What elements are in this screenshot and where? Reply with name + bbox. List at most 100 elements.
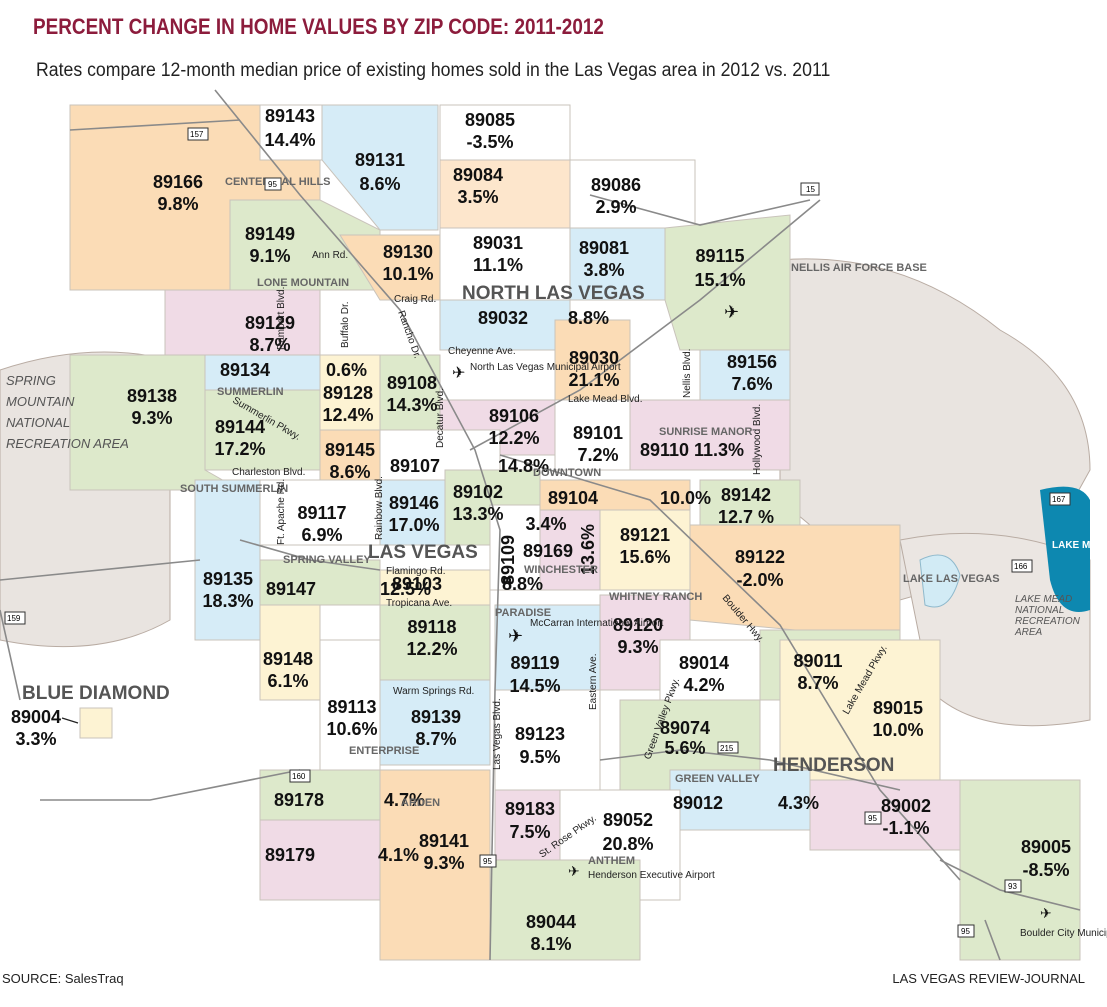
area-label: ENTERPRISE <box>349 745 419 757</box>
zip-change: 8.1% <box>530 934 571 954</box>
zip-code: 89085 <box>465 110 515 130</box>
zip-label-89085: 89085-3.5% <box>465 110 515 152</box>
zip-code: 89183 <box>505 799 555 819</box>
zip-change: 8.7% <box>797 673 838 693</box>
highway-shield-icon: 166 <box>1011 559 1033 573</box>
zip-code: 89134 <box>220 360 270 380</box>
zip-label-89110: 89110 11.3% <box>640 440 744 460</box>
zip-change: 9.8% <box>157 194 198 214</box>
highway-shield-icon: 157 <box>187 127 209 141</box>
zip-change: 14.4% <box>264 130 315 150</box>
zip-code: 89074 <box>660 718 710 738</box>
zip-code: 89005 <box>1021 837 1071 857</box>
zip-change: 8.7% <box>249 335 290 355</box>
zip-code: 89115 <box>695 246 744 266</box>
lake-mead <box>1040 486 1090 612</box>
svg-text:166: 166 <box>1014 562 1028 571</box>
zip-code: 89139 <box>411 707 461 727</box>
zip-change: 7.5% <box>509 822 550 842</box>
highway-shield-icon: 159 <box>4 611 26 625</box>
zip-label-89169: 89169 13.6% <box>523 524 598 575</box>
zip-code: 89109 <box>498 535 518 585</box>
zip-change: 4.7% <box>384 790 425 810</box>
city-label-blue-diamond: BLUE DIAMOND <box>22 683 170 704</box>
map-title: PERCENT CHANGE IN HOME VALUES BY ZIP COD… <box>33 14 604 39</box>
street-label: Rampart Blvd. <box>276 287 287 350</box>
area-label: PARADISE <box>495 607 551 619</box>
street-label: Las Vegas Blvd. <box>492 698 503 770</box>
street-label: Rainbow Blvd. <box>374 476 385 540</box>
pointer-arrow-icon <box>61 717 79 724</box>
zip-code: 89108 <box>387 373 437 393</box>
zip-label-89032: 89032 8.8% <box>478 308 609 328</box>
airport-label: McCarran International Airport <box>530 618 664 629</box>
zip-change: 17.0% <box>388 515 439 535</box>
street-label: Charleston Blvd. <box>232 467 305 478</box>
highway-shield-icon: 95 <box>957 924 975 938</box>
svg-text:160: 160 <box>292 772 306 781</box>
zip-change: 10.0% <box>872 720 923 740</box>
zip-code: 89144 <box>215 417 265 437</box>
zip-change: 13.6% <box>578 524 598 575</box>
zip-code: 89138 <box>127 386 177 406</box>
zip-change: 6.1% <box>267 671 308 691</box>
road-network <box>0 89 1081 961</box>
zip-code: 89123 <box>515 724 565 744</box>
svg-text:15: 15 <box>806 185 815 194</box>
street-label: Lake Mead Blvd. <box>568 394 643 405</box>
zip-change: 4.2% <box>683 675 724 695</box>
credit-note: LAS VEGAS REVIEW-JOURNAL <box>892 971 1085 986</box>
zip-change: 8.6% <box>359 174 400 194</box>
svg-text:167: 167 <box>1052 495 1066 504</box>
svg-text:159: 159 <box>7 614 21 623</box>
zip-code: 89106 <box>489 406 539 426</box>
zip-change: 12.5% <box>380 579 431 599</box>
street-label: Eastern Ave. <box>588 653 599 710</box>
zip-code: 89129 <box>245 313 295 333</box>
zip-code: 89101 <box>573 423 623 443</box>
zip-change: 9.3% <box>617 637 658 657</box>
zip-label-89131: 89131 8.6% <box>355 150 405 194</box>
zip-code: 89169 <box>523 541 573 561</box>
zip-change: 4.1% <box>378 845 419 865</box>
zip-label-89012: 89012 4.3% <box>673 793 819 813</box>
zip-code: 89166 <box>153 172 203 192</box>
airport-labels: ✈ North Las Vegas Municipal Airport ✈ Mc… <box>452 302 1107 939</box>
zip-label-89002: 89002-1.1% <box>881 796 931 838</box>
zip-change: 3.3% <box>15 729 56 749</box>
street-label: Hollywood Blvd. <box>752 404 763 475</box>
zip-change: 10.1% <box>382 264 433 284</box>
zip-change: 17.2% <box>214 439 265 459</box>
area-label: SOUTH SUMMERLIN <box>180 483 288 495</box>
area-label: WINCHESTER <box>524 564 598 576</box>
zip-change: 8.8% <box>502 574 543 594</box>
map-subtitle: Rates compare 12-month median price of e… <box>36 60 831 81</box>
airport-label: Henderson Executive Airport <box>588 870 715 881</box>
street-label: Nellis Blvd. <box>682 349 693 398</box>
zip-code: 89128 <box>323 383 373 403</box>
zip-code: 89122 <box>735 547 785 567</box>
zip-change: -3.5% <box>466 132 513 152</box>
airplane-icon: ✈ <box>508 626 523 646</box>
zip-change: -2.0% <box>736 570 783 590</box>
lake-mead-nra-label: LAKE MEAD NATIONAL RECREATION AREA <box>1014 594 1081 638</box>
zip-change: 12.4% <box>322 405 373 425</box>
street-label: Cheyenne Ave. <box>448 346 516 357</box>
